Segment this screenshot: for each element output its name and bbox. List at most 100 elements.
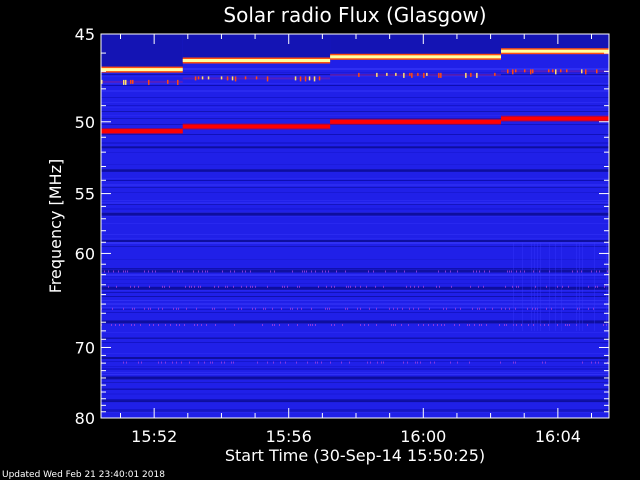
interference-speck xyxy=(535,307,536,310)
interference-speck xyxy=(238,307,239,310)
speckle-mark xyxy=(548,69,550,73)
x-axis-label: Start Time (30-Sep-14 15:50:25) xyxy=(225,446,485,465)
interference-speck xyxy=(255,307,256,310)
interference-speck xyxy=(509,270,510,273)
interference-speck xyxy=(598,361,599,364)
interference-speck xyxy=(234,270,235,273)
interference-speck xyxy=(165,324,166,326)
speckle-mark xyxy=(148,79,150,85)
interference-speck xyxy=(492,307,493,310)
red-line xyxy=(330,119,502,124)
interference-speck xyxy=(234,324,235,326)
plot-frame xyxy=(100,33,610,419)
interference-speck xyxy=(138,361,139,364)
y-tick-label: 45 xyxy=(75,25,95,44)
y-tick-label: 55 xyxy=(75,185,95,204)
speckle-mark xyxy=(555,69,557,75)
interference-speck xyxy=(410,285,411,288)
interference-speck xyxy=(438,270,439,273)
interference-speck xyxy=(308,324,309,326)
axis-ticks: 45 50 55 60 70 80 15:52 15:56 16:00 16:04 xyxy=(75,25,609,446)
interference-speck xyxy=(328,270,329,273)
x-tick-label: 16:00 xyxy=(400,427,446,446)
interference-speck xyxy=(518,285,519,288)
interference-speck xyxy=(474,324,475,326)
interference-speck xyxy=(144,307,145,310)
vertical-speck xyxy=(579,242,580,331)
texture-stripe xyxy=(101,97,609,98)
interference-speck xyxy=(368,270,369,273)
vertical-speck xyxy=(594,242,595,331)
speckle-mark xyxy=(125,79,127,85)
interference-speck xyxy=(285,361,286,364)
interference-speck xyxy=(281,307,282,310)
interference-speck xyxy=(134,307,135,310)
interference-speck xyxy=(557,285,558,288)
interference-speck xyxy=(484,270,485,273)
texture-stripe xyxy=(101,309,609,310)
interference-speck xyxy=(279,324,280,326)
interference-speck xyxy=(507,270,508,273)
interference-speck xyxy=(505,307,506,310)
interference-speck xyxy=(455,307,456,310)
texture-stripe xyxy=(101,393,609,395)
speckle-mark xyxy=(130,79,132,84)
interference-speck xyxy=(161,361,162,364)
texture-stripe xyxy=(101,234,609,235)
texture-stripe xyxy=(101,283,609,284)
interference-speck xyxy=(477,307,478,310)
interference-speck xyxy=(576,324,577,326)
interference-speck xyxy=(439,285,440,288)
interference-speck xyxy=(413,307,414,310)
interference-speck xyxy=(368,324,369,326)
texture-stripe xyxy=(101,223,609,224)
interference-speck xyxy=(214,285,215,288)
interference-speck xyxy=(330,361,331,364)
interference-speck xyxy=(396,270,397,273)
interference-speck xyxy=(436,285,437,288)
texture-stripe xyxy=(101,115,609,116)
interference-speck xyxy=(377,361,378,364)
interference-speck xyxy=(321,361,322,364)
texture-stripe xyxy=(101,259,609,260)
interference-speck xyxy=(306,270,307,273)
dark-band xyxy=(101,337,609,339)
interference-speck xyxy=(423,324,424,326)
speckle-mark xyxy=(358,72,360,77)
interference-speck xyxy=(360,324,361,326)
speckle-mark xyxy=(470,72,472,77)
interference-speck xyxy=(430,361,431,364)
interference-speck xyxy=(441,324,442,326)
speckle-mark xyxy=(234,76,237,82)
interference-speck xyxy=(134,324,135,326)
interference-speck xyxy=(418,307,419,310)
speckle-mark xyxy=(585,69,587,75)
interference-speck xyxy=(189,285,190,288)
interference-speck xyxy=(544,324,545,326)
interference-speck xyxy=(184,324,185,326)
y-axis-label: Frequency [MHz] xyxy=(46,159,65,293)
speckle-mark xyxy=(376,72,378,77)
interference-speck xyxy=(132,307,133,310)
texture-stripe xyxy=(101,368,609,370)
texture-stripe xyxy=(101,85,609,86)
interference-speck xyxy=(288,324,289,326)
interference-speck xyxy=(206,324,207,326)
interference-speck xyxy=(579,307,580,310)
interference-speck xyxy=(125,270,126,273)
interference-speck xyxy=(150,307,151,310)
interference-speck xyxy=(404,270,405,273)
vertical-speck xyxy=(606,242,607,331)
interference-speck xyxy=(158,307,159,310)
interference-speck xyxy=(176,307,177,310)
interference-speck xyxy=(200,285,201,288)
interference-speck xyxy=(325,307,326,310)
speckle-mark xyxy=(512,69,514,75)
speckle-mark xyxy=(507,69,509,74)
interference-speck xyxy=(345,270,346,273)
interference-speck xyxy=(595,285,596,288)
interference-speck xyxy=(393,307,394,310)
interference-speck xyxy=(451,285,452,288)
interference-speck xyxy=(569,324,570,326)
interference-speck xyxy=(391,324,392,326)
